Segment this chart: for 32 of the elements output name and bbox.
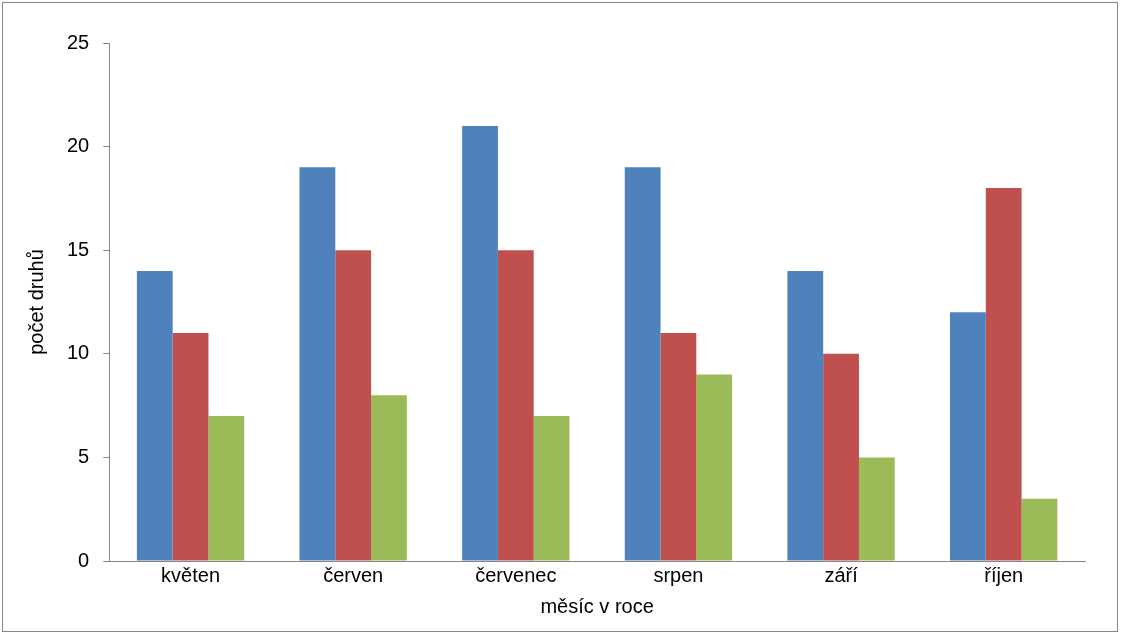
x-tick-label: září bbox=[824, 563, 859, 586]
bar bbox=[172, 333, 209, 561]
bar bbox=[497, 250, 534, 561]
bar bbox=[136, 270, 173, 561]
y-tick-label: 10 bbox=[67, 341, 90, 364]
y-tick-label: 20 bbox=[67, 134, 90, 157]
x-tick-label: říjen bbox=[984, 563, 1024, 586]
y-tick-label: 25 bbox=[67, 30, 90, 53]
x-tick-label: červenec bbox=[475, 563, 557, 586]
bar bbox=[371, 395, 407, 561]
y-axis-title: počet druhů bbox=[24, 249, 47, 355]
x-axis-title: měsíc v roce bbox=[540, 594, 654, 617]
x-tick-label: květen bbox=[161, 563, 221, 586]
bar bbox=[335, 250, 372, 561]
bar bbox=[624, 167, 661, 561]
x-tick-label: červen bbox=[323, 563, 384, 586]
bar bbox=[1021, 498, 1058, 561]
bar bbox=[208, 415, 245, 561]
bar bbox=[696, 374, 733, 561]
bar bbox=[787, 270, 824, 561]
bar bbox=[533, 415, 570, 561]
bar bbox=[858, 457, 895, 561]
bar bbox=[985, 188, 1022, 561]
bar bbox=[299, 167, 336, 561]
bar bbox=[462, 125, 498, 561]
bar bbox=[950, 312, 986, 561]
y-tick-label: 15 bbox=[67, 237, 90, 260]
bar bbox=[823, 353, 859, 561]
y-tick-label: 0 bbox=[78, 548, 90, 571]
bar bbox=[660, 333, 697, 561]
y-tick-label: 5 bbox=[78, 444, 90, 467]
x-tick-label: srpen bbox=[653, 563, 704, 586]
